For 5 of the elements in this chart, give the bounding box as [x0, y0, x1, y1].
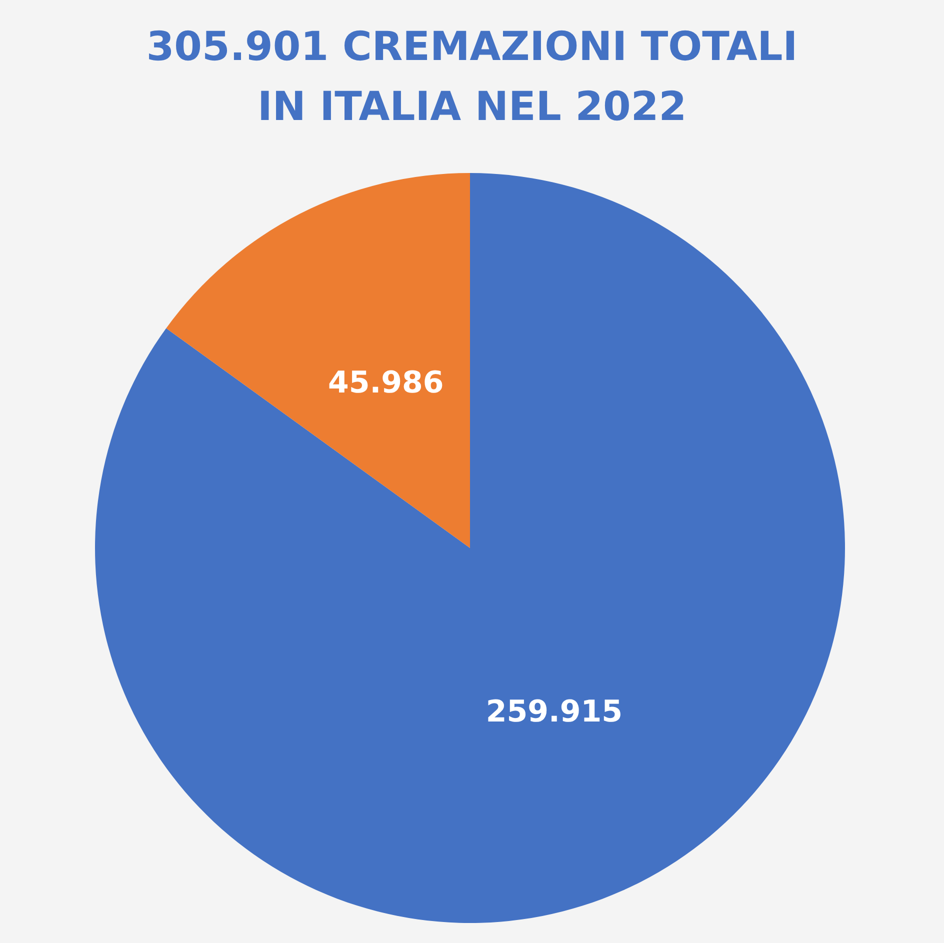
chart-title: 305.901 CREMAZIONI TOTALI IN ITALIA NEL 2022 — [146, 24, 798, 130]
data-label: 259.915 — [486, 694, 622, 730]
pie-slice — [95, 173, 845, 923]
pie-slice — [166, 173, 470, 548]
data-label: 45.986 — [328, 365, 444, 400]
